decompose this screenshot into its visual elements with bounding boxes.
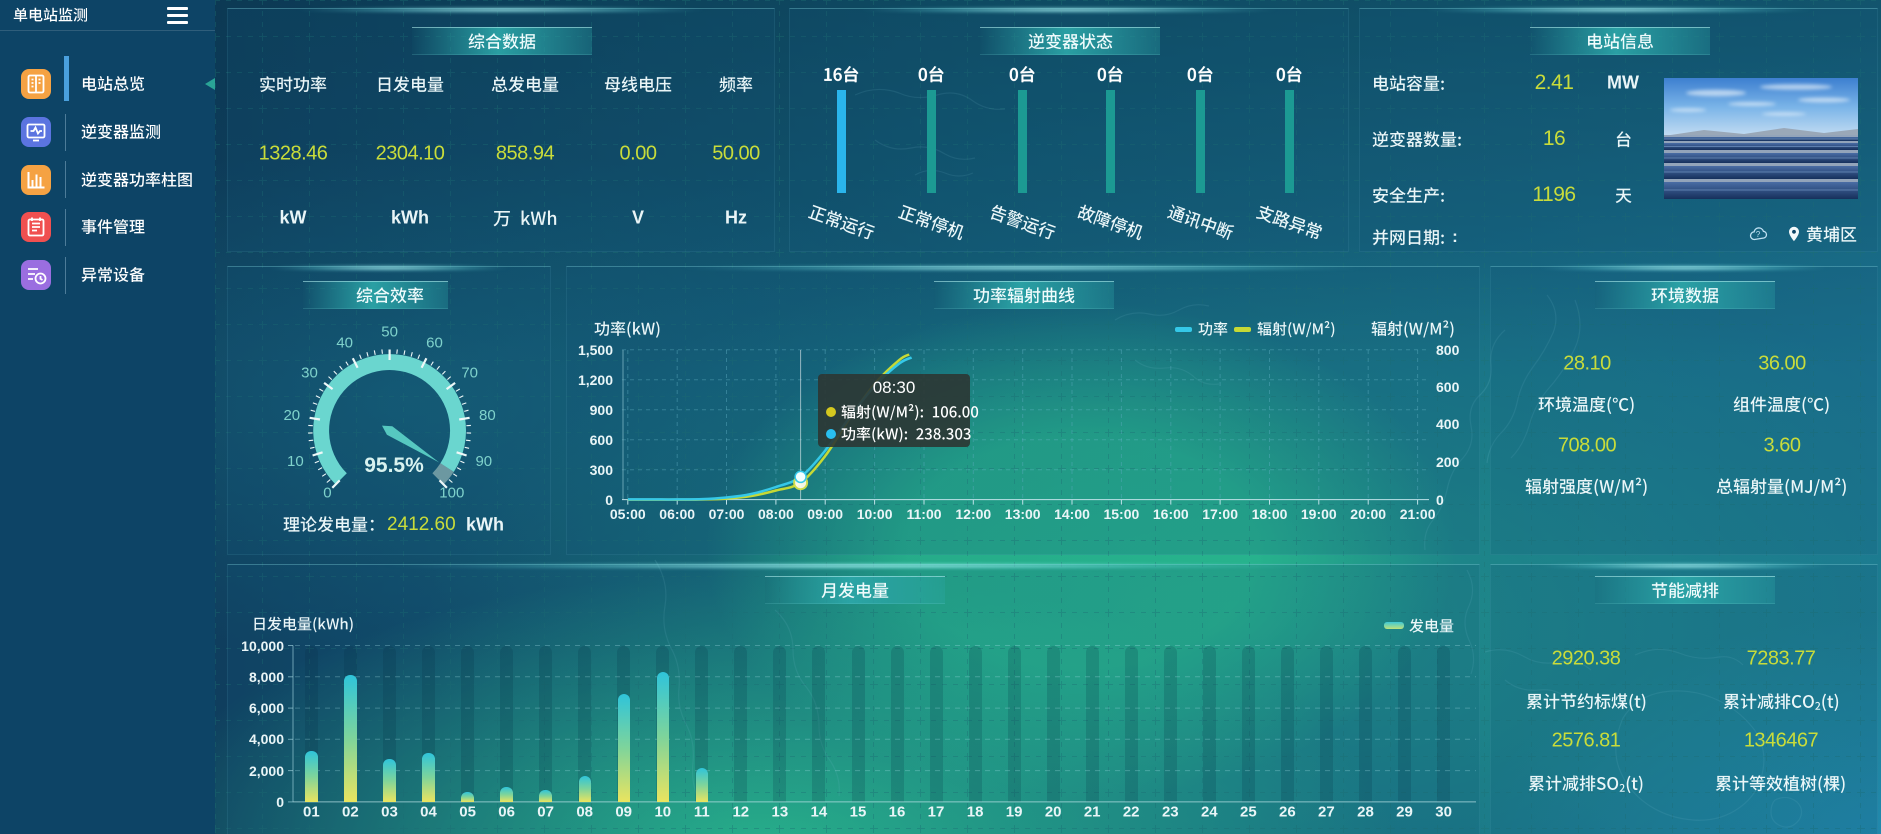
- svg-text:40: 40: [336, 334, 353, 351]
- svg-text:90: 90: [475, 453, 492, 470]
- svg-text:80: 80: [479, 407, 496, 424]
- svg-text:60: 60: [426, 334, 443, 351]
- svg-text:10: 10: [287, 453, 304, 470]
- svg-text:0: 0: [323, 485, 331, 502]
- svg-text:30: 30: [301, 364, 318, 381]
- svg-text:?: ?: [1756, 230, 1761, 239]
- svg-text:50: 50: [381, 324, 398, 341]
- svg-text:70: 70: [461, 364, 478, 381]
- svg-text:20: 20: [283, 407, 300, 424]
- svg-text:100: 100: [439, 485, 464, 502]
